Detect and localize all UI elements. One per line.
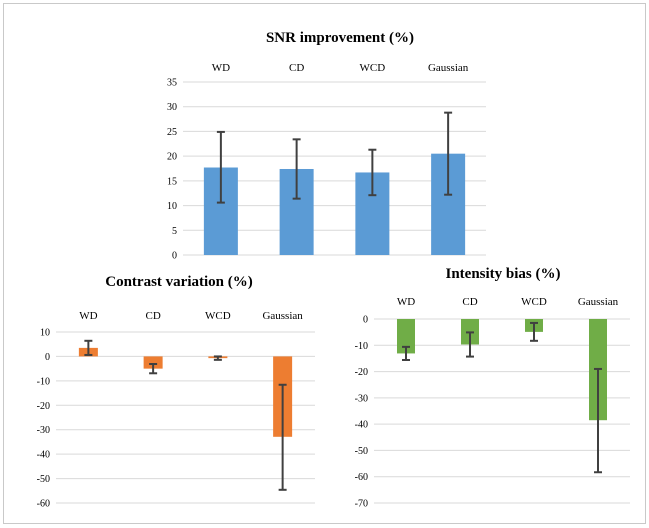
category-label-gaussian: Gaussian	[262, 310, 303, 322]
chart-contrast: Contrast variation (%) 10 0 -10 -20 -30 -40 -50…	[37, 274, 315, 510]
y-tick-label: 35	[167, 78, 177, 89]
y-tick-label: 0	[45, 352, 50, 363]
figure-frame: SNR improvement (%) 35 30 25 20 15 10 5 0 WD CD WCD…	[3, 3, 646, 524]
y-tick-label: -30	[37, 425, 50, 436]
y-tick-label: -40	[355, 420, 368, 431]
category-label-wcd: WCD	[205, 310, 231, 322]
y-tick-label: -60	[355, 472, 368, 483]
y-tick-label: 25	[167, 127, 177, 138]
y-tick-label: -70	[355, 499, 368, 510]
y-tick-label: 20	[167, 152, 177, 163]
y-tick-label: 0	[172, 251, 177, 262]
y-tick-label: -30	[355, 393, 368, 404]
category-label-cd: CD	[462, 296, 477, 308]
chart-title: SNR improvement (%)	[266, 30, 414, 46]
y-tick-label: 5	[172, 226, 177, 237]
y-tick-label: 10	[40, 328, 50, 339]
category-label-cd: CD	[145, 310, 160, 322]
y-tick-label: -50	[37, 474, 50, 485]
chart-title: Contrast variation (%)	[105, 274, 252, 290]
category-label-gaussian: Gaussian	[428, 62, 469, 74]
y-tick-label: -40	[37, 450, 50, 461]
category-label-wd: WD	[79, 310, 97, 322]
bar-cd	[143, 356, 163, 369]
category-label-wcd: WCD	[521, 296, 547, 308]
y-tick-label: -10	[355, 341, 368, 352]
bar-wd	[397, 319, 415, 354]
category-label-wd: WD	[212, 62, 230, 74]
y-tick-label: -50	[355, 446, 368, 457]
category-label-gaussian: Gaussian	[578, 296, 619, 308]
category-label-cd: CD	[289, 62, 304, 74]
y-tick-label: 30	[167, 102, 177, 113]
y-tick-label: -10	[37, 376, 50, 387]
y-tick-label: -20	[37, 401, 50, 412]
chart-snr: SNR improvement (%) 35 30 25 20 15 10 5 0 WD CD WCD…	[167, 30, 486, 262]
y-tick-label: 10	[167, 201, 177, 212]
category-label-wd: WD	[397, 296, 415, 308]
y-tick-label: 0	[363, 315, 368, 326]
chart-canvas: SNR improvement (%) 35 30 25 20 15 10 5 0 WD CD WCD…	[37, 30, 630, 510]
chart-intensity: Intensity bias (%) 0 -10 -20 -30 -40 -50 -60 -70…	[355, 266, 630, 510]
chart-title: Intensity bias (%)	[445, 266, 560, 282]
y-tick-label: -20	[355, 367, 368, 378]
y-tick-label: 15	[167, 176, 177, 187]
y-tick-label: -60	[37, 499, 50, 510]
category-label-wcd: WCD	[360, 62, 386, 74]
